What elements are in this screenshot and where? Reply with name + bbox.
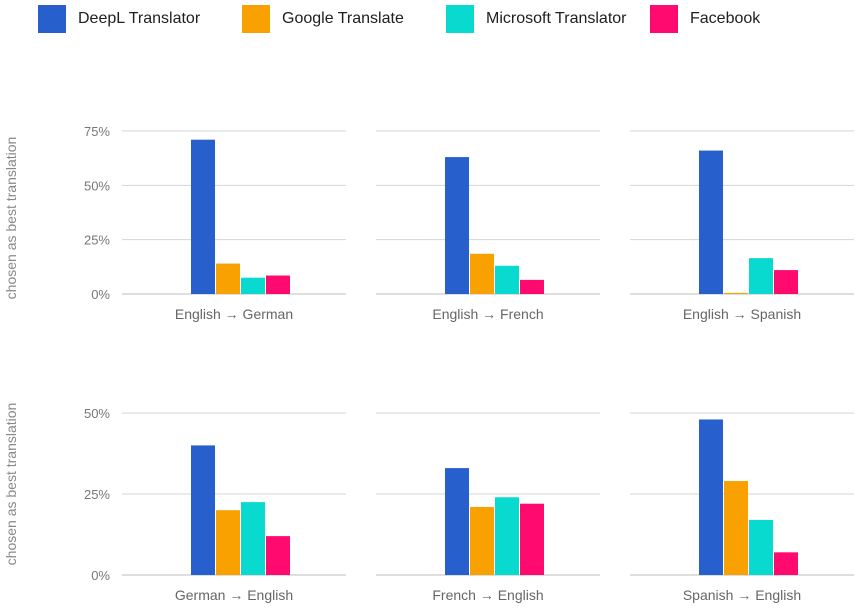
bar-microsoft [495,497,519,575]
bar-google [216,510,240,575]
bar-microsoft [749,258,773,294]
bar-microsoft [241,277,265,294]
y-tick-label: 0% [91,568,110,583]
bar-google [724,481,748,575]
bar-google [724,292,748,294]
category-label: French → English [432,587,543,603]
bar-deepl [445,157,469,294]
category-label: Spanish → English [683,587,801,603]
y-tick-label: 50% [84,178,110,193]
y-axis-title: chosen as best translation [3,137,19,300]
category-label: English → German [175,306,293,322]
bar-deepl [191,445,215,575]
bar-deepl [699,419,723,575]
bar-deepl [191,139,215,294]
y-tick-label: 25% [84,233,110,248]
y-tick-label: 75% [84,124,110,139]
y-tick-label: 0% [91,287,110,302]
legend-label-microsoft: Microsoft Translator [486,10,627,27]
bar-facebook [774,552,798,575]
bar-deepl [445,468,469,575]
bar-facebook [266,536,290,575]
bar-google [470,253,494,294]
bar-microsoft [495,265,519,294]
bar-google [470,506,494,575]
bar-facebook [774,270,798,294]
bar-microsoft [749,519,773,575]
bar-microsoft [241,502,265,575]
legend-swatch-deepl [38,5,66,33]
legend-swatch-microsoft [446,5,474,33]
bar-deepl [699,150,723,294]
legend-swatch-facebook [650,5,678,33]
y-tick-label: 25% [84,487,110,502]
legend-label-facebook: Facebook [690,10,761,27]
legend-swatch-google [242,5,270,33]
y-tick-label: 50% [84,406,110,421]
category-label: English → Spanish [683,306,801,322]
category-label: English → French [432,306,543,322]
category-label: German → English [175,587,293,603]
bar-google [216,263,240,294]
y-axis-title: chosen as best translation [3,403,19,566]
legend: DeepL Translator Google Translate Micros… [0,0,864,40]
bar-facebook [520,503,544,575]
bar-facebook [266,275,290,294]
legend-label-deepl: DeepL Translator [78,10,201,27]
legend-label-google: Google Translate [282,10,404,27]
bar-facebook [520,279,544,294]
